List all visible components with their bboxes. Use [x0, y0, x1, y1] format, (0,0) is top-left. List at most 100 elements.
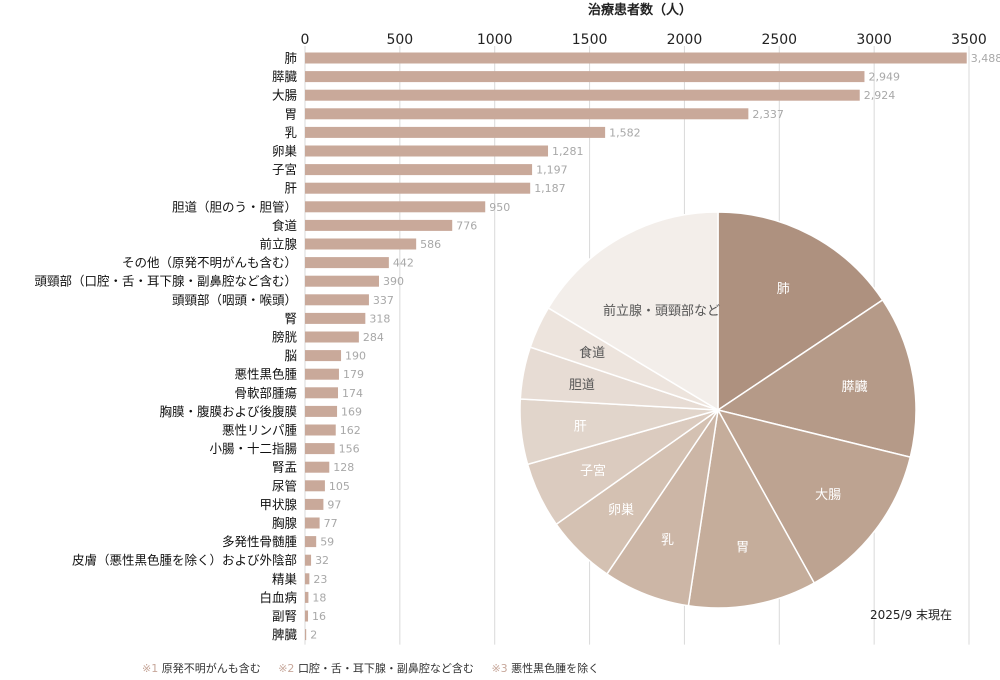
value-label: 190 [345, 350, 366, 363]
footnote-mark: ※3 [491, 662, 508, 675]
x-tick-label: 3000 [856, 32, 892, 48]
category-label: 副腎 [272, 609, 297, 624]
x-tick-label: 2000 [667, 32, 703, 48]
value-label: 776 [456, 219, 477, 232]
value-label: 1,197 [536, 164, 568, 177]
bar [305, 52, 967, 64]
footnotes: ※1 原発不明がんも含む ※2 口腔・舌・耳下腺・副鼻腔など含む ※3 悪性黒色… [142, 660, 613, 676]
category-label: 肺 [284, 51, 297, 66]
x-tick-label: 0 [301, 32, 310, 48]
value-label: 1,187 [534, 182, 566, 195]
value-label: 16 [312, 610, 326, 623]
bar [305, 312, 366, 324]
bar [305, 368, 339, 380]
value-label: 179 [343, 368, 364, 381]
category-label: 胸膜・腹膜および後腹膜 [159, 404, 297, 419]
value-label: 156 [339, 443, 360, 456]
bar [305, 554, 312, 566]
bar [305, 387, 339, 399]
category-label: 胃 [284, 106, 297, 121]
value-label: 2,337 [752, 108, 784, 121]
pie-slice-label: 大腸 [815, 488, 841, 503]
value-label: 77 [324, 517, 338, 530]
category-label: 腎 [284, 311, 297, 326]
pie-slice-label: 前立腺・頭頸部など [603, 303, 720, 319]
category-label: 尿管 [272, 478, 297, 493]
category-label: 甲状腺 [259, 497, 297, 512]
value-label: 1,582 [609, 126, 641, 139]
category-label: 皮膚（悪性黒色腫を除く）および外陰部 [72, 553, 297, 568]
bar [305, 498, 324, 510]
category-label: 悪性リンパ腫 [222, 423, 298, 438]
footnote-text: 悪性黒色腫を除く [511, 662, 600, 675]
footnote-mark: ※1 [142, 662, 159, 675]
footnote-3: ※3 悪性黒色腫を除く [491, 662, 599, 675]
value-label: 59 [320, 536, 334, 549]
category-label: 多発性骨髄腫 [222, 534, 298, 549]
value-label: 3,488 [971, 52, 1000, 65]
x-tick-label: 1500 [572, 32, 608, 48]
pie-slice-label: 肺 [777, 282, 790, 297]
value-label: 2,949 [868, 71, 900, 84]
pie-slice [547, 211, 719, 412]
category-label: その他（原発不明がんも含む） [122, 255, 297, 270]
bar [305, 89, 860, 101]
bar [305, 294, 369, 306]
category-label: 前立腺 [259, 237, 297, 252]
bar [305, 201, 486, 213]
pie-slice [717, 211, 884, 412]
category-label: 子宮 [272, 162, 297, 177]
footnote-mark: ※2 [278, 662, 295, 675]
category-label: 乳 [284, 125, 297, 140]
value-label: 586 [420, 238, 441, 251]
category-label: 大腸 [272, 88, 298, 103]
pie-slice [687, 407, 816, 609]
value-label: 390 [383, 275, 404, 288]
category-label: 頭頸部（口腔・舌・耳下腺・副鼻腔など含む） [34, 274, 297, 289]
x-tick-label: 500 [386, 32, 413, 48]
as-of-date: 2025/9 末現在 [869, 608, 952, 622]
pie-slice-label: 子宮 [580, 463, 606, 479]
bar [305, 424, 336, 436]
bar [305, 219, 453, 231]
bar [305, 164, 533, 176]
bar [305, 126, 606, 138]
value-label: 950 [489, 201, 510, 214]
pie-slice [716, 408, 912, 585]
bar [305, 71, 865, 83]
pie-slice-label: 胃 [736, 540, 749, 555]
category-label: 脾臓 [272, 627, 298, 642]
chart-title: 治療患者数（人） [588, 2, 692, 18]
category-label: 膵臓 [272, 69, 298, 84]
category-label: 白血病 [259, 590, 297, 605]
value-label: 18 [312, 591, 326, 604]
value-label: 105 [329, 480, 350, 493]
x-axis-ticks: 0 500 1000 1500 2000 2500 3000 3500 [301, 32, 987, 48]
value-label: 2,924 [864, 89, 896, 102]
value-label: 442 [393, 257, 414, 270]
footnote-2: ※2 口腔・舌・耳下腺・副鼻腔など含む [278, 662, 474, 675]
category-label: 脳 [284, 348, 297, 363]
bar [305, 480, 325, 492]
bar [305, 610, 309, 622]
value-label: 318 [369, 312, 390, 325]
bar [305, 108, 749, 120]
bar [305, 591, 309, 603]
bar [305, 517, 320, 529]
footnote-text: 原発不明がんも含む [161, 662, 261, 675]
pie-slice-label: 食道 [579, 345, 605, 361]
value-label: 174 [342, 387, 363, 400]
value-label: 1,281 [552, 145, 584, 158]
bar [305, 573, 310, 585]
pie-slice-label: 膵臓 [841, 380, 867, 395]
bar [305, 238, 417, 250]
category-label: 卵巣 [272, 144, 298, 159]
category-label: 頭頸部（咽頭・喉頭） [172, 292, 297, 307]
pie-slice-label: 卵巣 [608, 503, 634, 518]
category-label: 膀胱 [272, 330, 298, 345]
pie-slice-label: 乳 [661, 533, 674, 548]
footnote-1: ※1 原発不明がんも含む [142, 662, 261, 675]
x-tick-label: 3500 [951, 32, 987, 48]
